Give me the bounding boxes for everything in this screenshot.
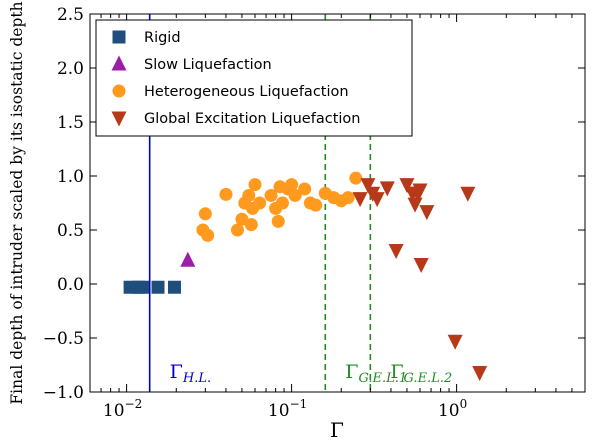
data-point bbox=[136, 280, 150, 294]
legend-marker bbox=[112, 30, 126, 44]
data-point bbox=[399, 178, 415, 194]
y-tick-label: 0.0 bbox=[57, 275, 84, 295]
x-tick-label: 10−1 bbox=[268, 397, 307, 421]
reference-line-label: ΓG.E.L.1 bbox=[345, 361, 407, 386]
legend: Rigid Slow Liquefaction Heterogeneous Liqu… bbox=[95, 19, 413, 137]
y-tick-label: −0.5 bbox=[43, 329, 84, 349]
data-point bbox=[201, 228, 215, 242]
data-point bbox=[369, 192, 385, 208]
data-point bbox=[309, 198, 323, 212]
legend-marker bbox=[111, 55, 127, 71]
data-marks bbox=[123, 171, 488, 382]
data-point bbox=[244, 218, 258, 232]
data-point bbox=[472, 366, 488, 382]
data-point bbox=[264, 188, 278, 202]
reference-line-labels: ΓH.L. ΓG.E.L.1ΓG.E.L.2 bbox=[170, 361, 453, 386]
data-point bbox=[167, 280, 181, 294]
data-point bbox=[231, 223, 245, 237]
axis-ticks: 2.5 2.0 1.5 1.0 0.5 0.0 −0.5 −1.0 10−2 10−1 100 bbox=[43, 5, 586, 421]
data-point bbox=[419, 205, 435, 221]
data-point bbox=[253, 196, 267, 210]
data-point bbox=[151, 280, 165, 294]
legend-label: Slow Liquefaction bbox=[144, 57, 272, 73]
y-tick-label: 1.5 bbox=[57, 113, 84, 133]
data-point bbox=[379, 181, 395, 197]
data-point bbox=[460, 186, 476, 202]
data-point bbox=[388, 244, 404, 260]
y-tick-label: 1.0 bbox=[57, 167, 84, 187]
x-tick-label: 10−2 bbox=[103, 397, 142, 421]
x-axis-title: Γ bbox=[330, 418, 344, 442]
data-point bbox=[180, 251, 196, 267]
data-point bbox=[341, 191, 355, 205]
data-point bbox=[360, 178, 376, 194]
y-tick-label: −1.0 bbox=[43, 383, 84, 403]
x-tick-label: 100 bbox=[438, 397, 467, 421]
data-point bbox=[288, 188, 302, 202]
data-point bbox=[198, 207, 212, 221]
reference-line-label: ΓG.E.L.2 bbox=[390, 361, 452, 386]
reference-line-label: ΓH.L. bbox=[170, 361, 211, 386]
data-point bbox=[248, 178, 262, 192]
y-tick-label: 0.5 bbox=[57, 221, 84, 241]
legend-label: Global Excitation Liquefaction bbox=[144, 111, 360, 127]
data-point bbox=[407, 197, 423, 213]
plot-frame bbox=[89, 13, 586, 393]
data-point bbox=[271, 214, 285, 228]
legend-label: Heterogeneous Liquefaction bbox=[144, 84, 349, 100]
legend-label: Rigid bbox=[144, 30, 181, 46]
data-point bbox=[412, 183, 428, 199]
data-point bbox=[242, 188, 256, 202]
data-point bbox=[352, 192, 368, 208]
y-tick-label: 2.5 bbox=[57, 5, 84, 25]
data-point bbox=[413, 258, 429, 274]
data-point bbox=[275, 196, 289, 210]
legend-marker bbox=[112, 84, 126, 98]
legend-box bbox=[95, 19, 413, 137]
y-tick-label: 2.0 bbox=[57, 59, 84, 79]
data-point bbox=[447, 334, 463, 350]
data-point bbox=[235, 212, 249, 226]
legend-marker bbox=[111, 111, 127, 127]
y-axis-title: Final depth of intruder scaled by its is… bbox=[8, 1, 26, 404]
data-point bbox=[298, 182, 312, 196]
data-point bbox=[349, 171, 363, 185]
data-point bbox=[219, 187, 233, 201]
data-point bbox=[285, 178, 299, 192]
